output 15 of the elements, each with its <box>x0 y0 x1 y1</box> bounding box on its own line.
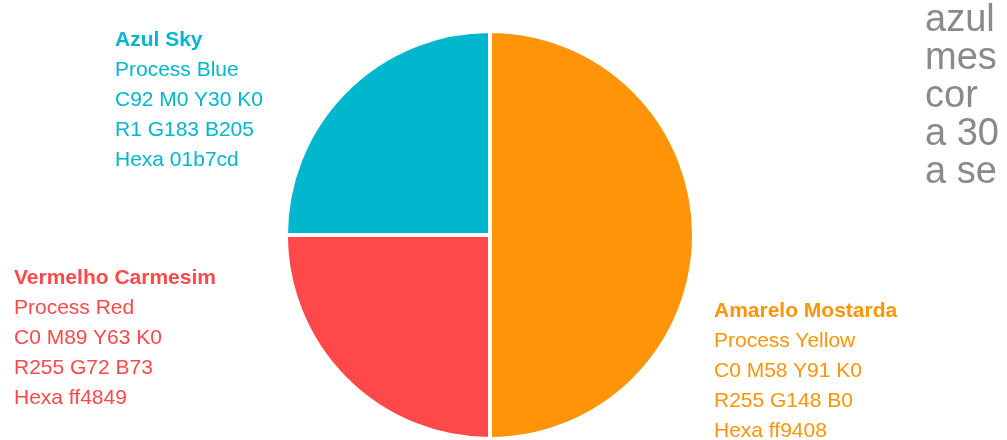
text: Hexa ff9408 <box>714 418 827 440</box>
slice-label: Vermelho Carmesim <box>14 265 216 288</box>
text: Hexa 01b7cd <box>115 147 239 170</box>
text: R1 G183 B205 <box>115 117 254 140</box>
text: Process Red <box>14 295 135 318</box>
slice-label: Amarelo Mostarda <box>714 298 898 321</box>
text: C92 M0 Y30 K0 <box>115 87 263 110</box>
text: Process Yellow <box>714 328 857 351</box>
text: Hexa ff4849 <box>14 385 127 408</box>
text: Process Blue <box>115 57 239 80</box>
slice-label: Azul Sky <box>115 27 203 50</box>
text: R255 G148 B0 <box>714 388 853 411</box>
text: C0 M58 Y91 K0 <box>714 358 862 381</box>
text: C0 M89 Y63 K0 <box>14 325 162 348</box>
text: R255 G72 B73 <box>14 355 153 378</box>
